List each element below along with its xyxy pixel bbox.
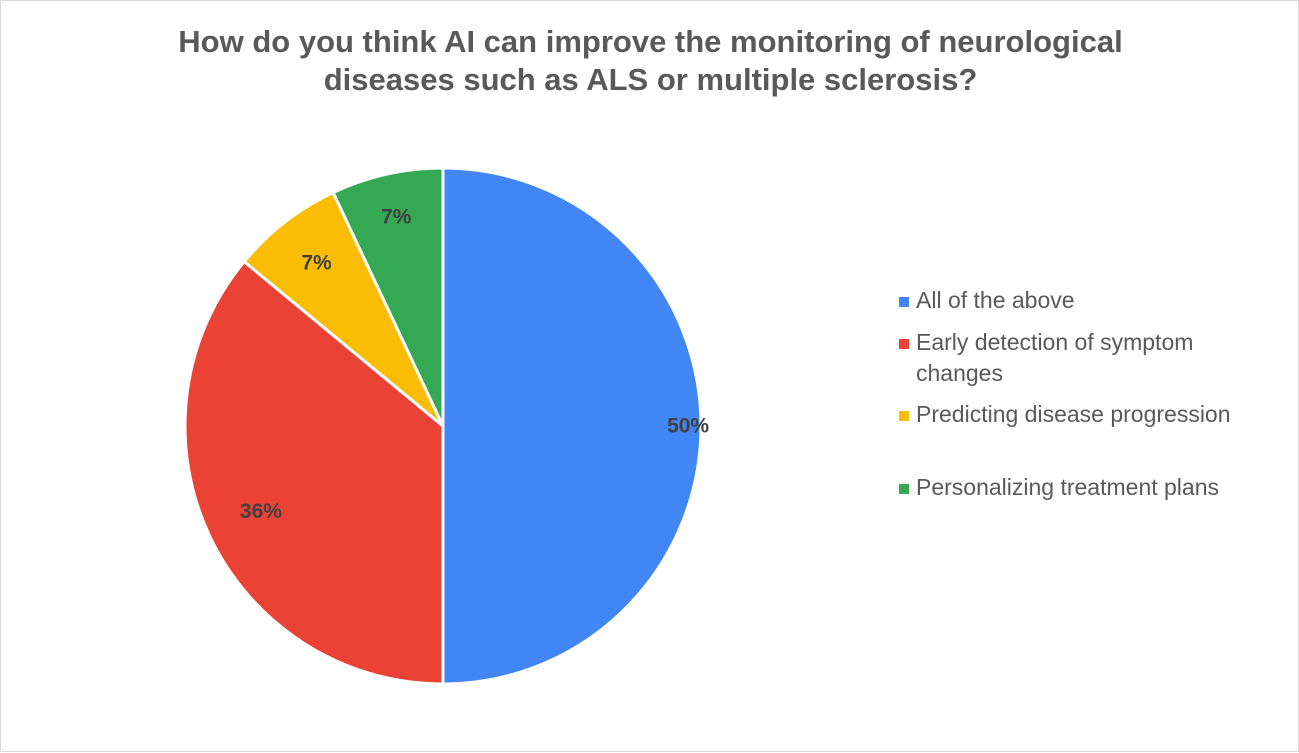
legend-swatch	[899, 484, 909, 494]
legend-item-predicting-progression[interactable]: Predicting disease progression	[899, 399, 1289, 430]
pie-slice-all-of-the-above[interactable]	[441, 166, 703, 686]
legend-item-early-detection[interactable]: Early detection of symptom changes	[899, 327, 1289, 389]
chart-title-line-2: diseases such as ALS or multiple scleros…	[323, 62, 978, 97]
legend-item-all-of-the-above[interactable]: All of the above	[899, 285, 1289, 316]
legend-label: Personalizing treatment plans	[916, 474, 1219, 500]
pie-slice-labels: 50% 36% 7% 7%	[240, 206, 710, 524]
pie-slice-early-detection-of-symptom-changes[interactable]	[183, 260, 445, 686]
legend-item-personalizing-treatment[interactable]: Personalizing treatment plans	[899, 472, 1289, 503]
pie-slice-personalizing-treatment-plans[interactable]	[331, 166, 445, 428]
legend: All of the above Early detection of symp…	[899, 285, 1289, 503]
chart-title-line-1: How do you think AI can improve the moni…	[178, 24, 1123, 59]
pie-data-label: 36%	[240, 500, 282, 523]
pie-slices	[183, 166, 703, 686]
legend-swatch	[899, 339, 909, 349]
legend-label: All of the above	[916, 287, 1075, 313]
pie-data-label: 7%	[301, 251, 332, 274]
pie-data-label: 7%	[381, 206, 412, 229]
legend-swatch	[899, 297, 909, 307]
chart-title: How do you think AI can improve the moni…	[1, 23, 1299, 99]
legend-label: Predicting disease progression	[916, 401, 1231, 427]
pie-slice-predicting-disease-progression[interactable]	[242, 191, 445, 428]
legend-swatch	[899, 411, 909, 421]
pie-data-label: 50%	[667, 415, 709, 438]
legend-label-continued: changes	[916, 360, 1003, 386]
legend-label: Early detection of symptom	[916, 329, 1194, 355]
